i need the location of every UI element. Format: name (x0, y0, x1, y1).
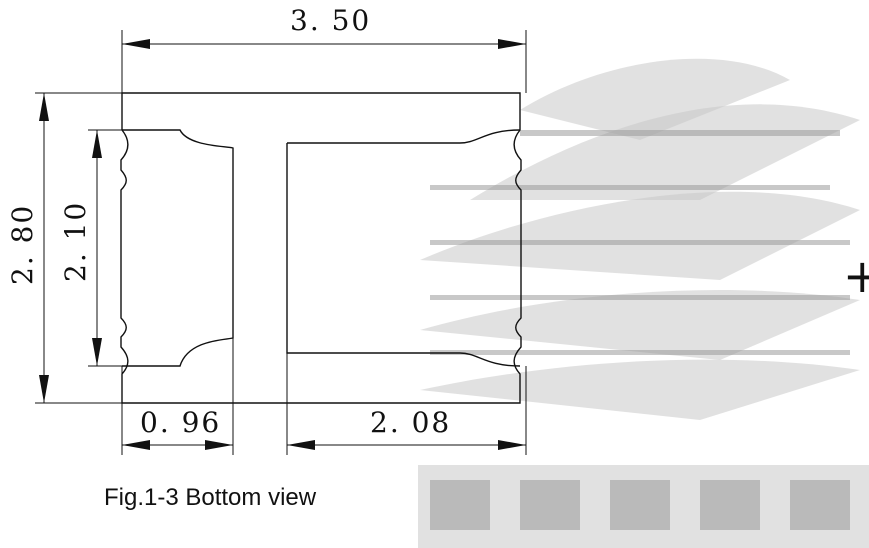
polarity-mark: + (843, 249, 869, 303)
dimension-pad-height: 2. 10 (59, 129, 122, 367)
right-pad-width-label: 2. 08 (370, 406, 451, 439)
right-pad (286, 129, 521, 367)
dimension-left-pad-width: 0. 96 (121, 338, 234, 455)
overall-height-label: 2. 80 (6, 204, 39, 285)
package-outline (120, 92, 522, 404)
figure-caption: Fig.1-3 Bottom view (104, 484, 317, 511)
overall-width-label: 3. 50 (290, 4, 371, 37)
dimension-overall-width: 3. 50 (121, 4, 527, 93)
left-pad-width-label: 0. 96 (140, 406, 221, 439)
watermark (418, 58, 869, 548)
left-pad (122, 129, 234, 367)
dimension-right-pad-width: 2. 08 (286, 353, 527, 455)
dimension-overall-height: 2. 80 (6, 92, 122, 404)
pad-height-label: 2. 10 (59, 201, 92, 282)
